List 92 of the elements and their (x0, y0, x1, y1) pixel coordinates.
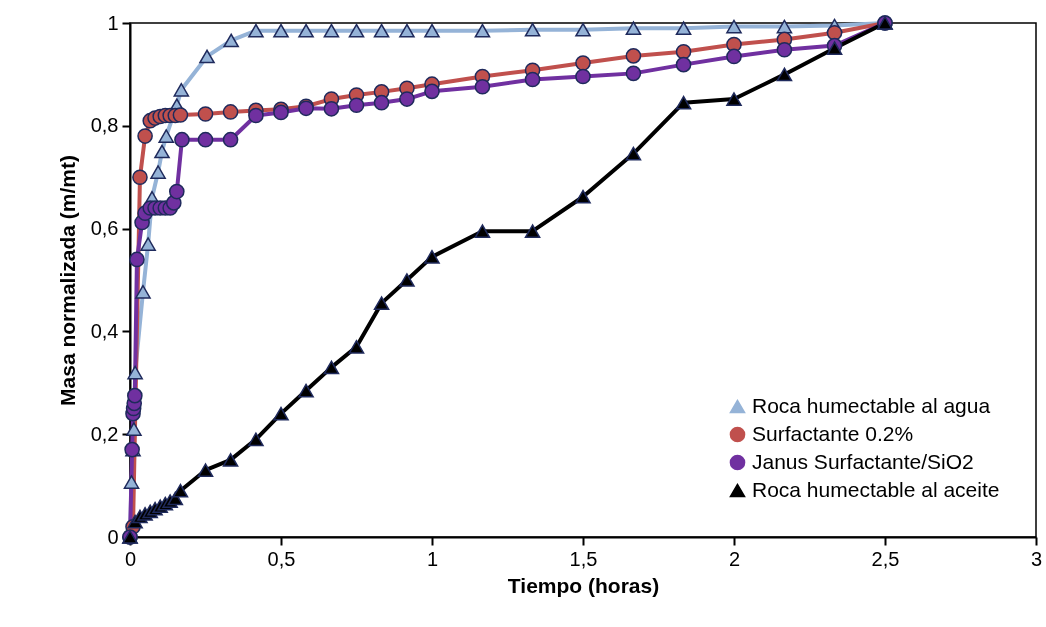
point (826, 41, 843, 56)
point (223, 33, 239, 48)
x-tick-label: 0 (124, 547, 137, 570)
point (575, 55, 591, 71)
point (137, 128, 153, 144)
point (776, 19, 793, 34)
point (172, 107, 189, 123)
point (575, 189, 591, 204)
point (323, 101, 340, 117)
point (172, 483, 189, 498)
y-axis-title: Masa normalizada (m/mt) (55, 155, 79, 406)
point (776, 41, 793, 58)
point (399, 91, 415, 107)
x-tick-label: 3 (1030, 547, 1043, 570)
point (323, 23, 340, 38)
point (298, 383, 314, 398)
x-tick-label: 1 (426, 547, 439, 570)
point (348, 97, 365, 114)
point (273, 23, 289, 38)
point (222, 453, 239, 467)
point (158, 129, 175, 143)
point (127, 365, 143, 380)
x-tick-label: 1,5 (569, 547, 598, 570)
legend-label: Surfactante 0.2% (752, 421, 914, 445)
point (424, 83, 440, 100)
point (126, 422, 142, 436)
point (625, 48, 642, 64)
legend-label: Roca humectable al aceite (752, 477, 1000, 501)
point (140, 237, 156, 251)
point (199, 49, 215, 64)
point (575, 22, 591, 37)
point (129, 251, 145, 268)
point (197, 463, 214, 478)
point (323, 360, 340, 375)
point (726, 92, 742, 106)
point (168, 183, 185, 200)
point (776, 67, 793, 82)
point (575, 68, 591, 85)
point (675, 56, 692, 73)
y-tick-label: 1 (107, 11, 119, 34)
y-tick-label: 0,6 (90, 217, 119, 240)
point (726, 19, 742, 34)
point (150, 165, 166, 179)
point (127, 387, 143, 404)
point (248, 432, 264, 447)
point (273, 406, 289, 421)
y-tick-label: 0,2 (90, 422, 119, 445)
point (424, 23, 440, 38)
point (524, 71, 541, 88)
point (625, 146, 642, 161)
x-tick-label: 2,5 (871, 547, 900, 570)
y-tick-label: 0,4 (90, 319, 119, 342)
point (373, 23, 390, 38)
point (399, 273, 415, 287)
point (424, 250, 440, 264)
point (222, 104, 239, 120)
point (675, 21, 692, 36)
point (174, 131, 190, 148)
point (474, 23, 491, 38)
legend-label: Janus Surfactante/SiO2 (752, 449, 974, 473)
point (132, 169, 148, 186)
point (135, 284, 151, 299)
point (675, 43, 692, 60)
point (524, 22, 541, 37)
y-tick-label: 0,8 (90, 114, 119, 137)
point (298, 23, 314, 38)
point (248, 23, 264, 38)
point (373, 94, 390, 111)
point (826, 24, 843, 41)
x-axis-title: Tiempo (horas) (507, 573, 660, 597)
point (399, 23, 415, 38)
point (248, 107, 264, 124)
point (726, 48, 742, 65)
point (625, 21, 642, 36)
legend-label: Roca humectable al agua (752, 393, 991, 417)
x-tick-label: 2 (728, 547, 741, 570)
point (197, 131, 214, 148)
point (197, 106, 214, 122)
point (123, 475, 140, 489)
point (524, 224, 541, 239)
x-tick-label: 0,5 (267, 547, 296, 570)
point (173, 82, 190, 97)
point (474, 224, 491, 239)
point (154, 144, 170, 159)
point (675, 95, 692, 110)
point (474, 78, 491, 95)
point (222, 131, 239, 148)
point (348, 339, 365, 354)
point (373, 296, 390, 310)
point (625, 65, 642, 82)
y-tick-label: 0 (107, 525, 119, 548)
point (348, 23, 365, 38)
